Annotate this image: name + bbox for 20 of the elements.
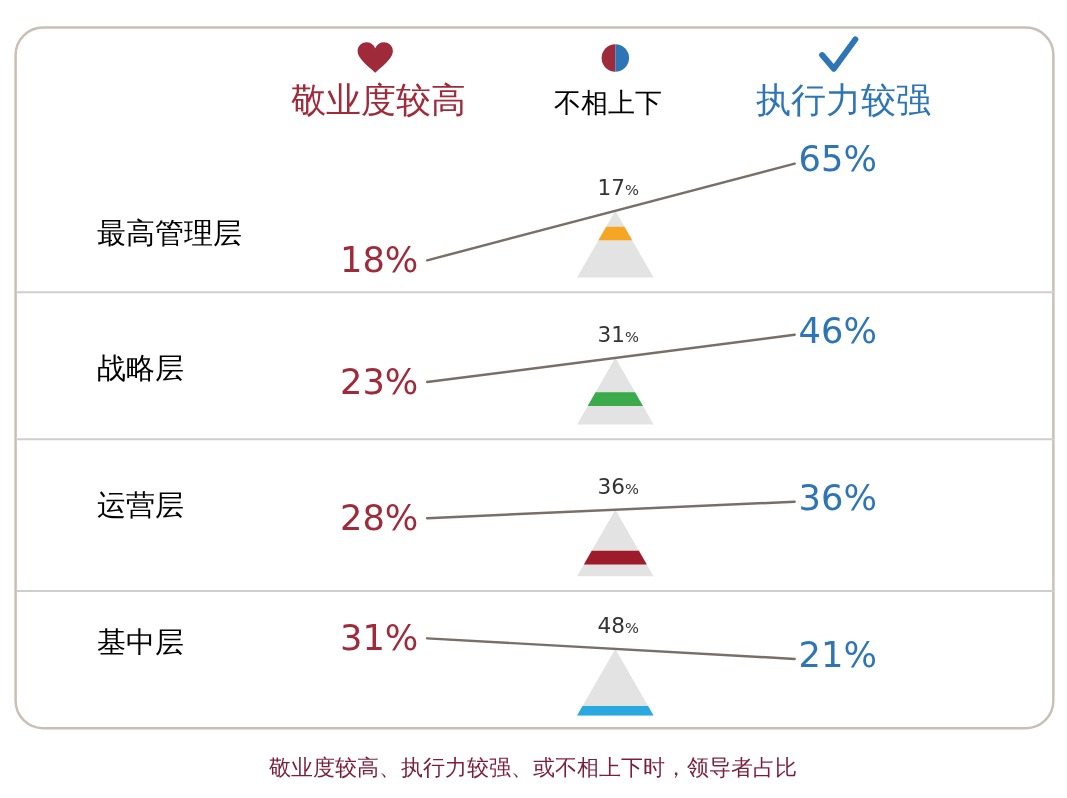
data-label: 31%: [339, 617, 419, 659]
data-label: 36%: [597, 474, 639, 500]
data-label: 46%: [798, 309, 877, 351]
data-label: 21%: [798, 633, 877, 675]
data-label: 36%: [798, 476, 877, 518]
data-label: 65%: [798, 138, 877, 180]
category-label: 运营层: [96, 487, 184, 522]
data-label: 17%: [597, 175, 639, 201]
data-label: 31%: [597, 322, 639, 348]
data-label: 28%: [339, 496, 419, 538]
legend-label: 执行力较强: [756, 78, 932, 120]
legend-label: 敬业度较高: [290, 78, 466, 120]
data-label: 48%: [597, 613, 639, 639]
data-label: 23%: [339, 360, 419, 402]
category-label: 最高管理层: [96, 216, 242, 251]
text: 敬业度较高、执行力较强、或不相上下时，领导者占比: [269, 755, 798, 781]
category-label: 战略层: [96, 351, 184, 386]
category-label: 基中层: [96, 624, 184, 659]
legend-label: 不相上下: [554, 86, 663, 118]
data-label: 18%: [339, 239, 419, 281]
